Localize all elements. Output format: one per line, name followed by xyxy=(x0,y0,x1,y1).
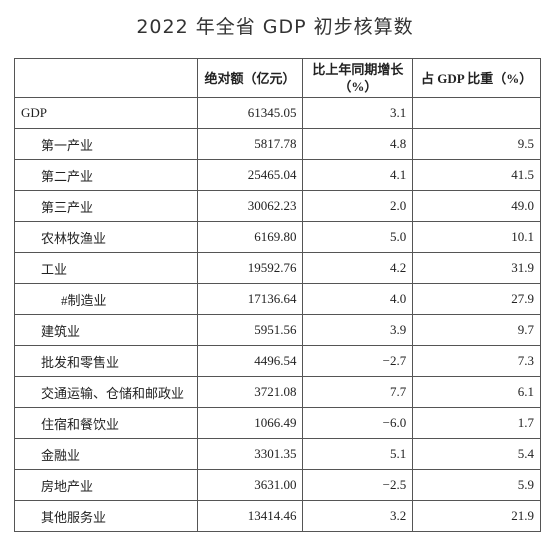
table-row: 金融业 3301.35 5.1 5.4 xyxy=(14,438,541,470)
cell: 4496.54 xyxy=(196,345,304,377)
cell: 4.8 xyxy=(302,128,414,160)
row-label: 房地产业 xyxy=(14,469,198,501)
row-label: 其他服务业 xyxy=(14,500,198,532)
cell: 6169.80 xyxy=(196,221,304,253)
cell: 3301.35 xyxy=(196,438,304,470)
row-label: 第二产业 xyxy=(14,159,198,191)
cell: 5951.56 xyxy=(196,314,304,346)
cell: 31.9 xyxy=(412,252,541,284)
cell: 7.3 xyxy=(412,345,541,377)
table-row: 批发和零售业 4496.54 −2.7 7.3 xyxy=(14,345,541,377)
cell: 1.7 xyxy=(412,407,541,439)
table-row: GDP 61345.05 3.1 xyxy=(14,97,541,129)
cell: 4.2 xyxy=(302,252,414,284)
cell: 19592.76 xyxy=(196,252,304,284)
row-label: 工业 xyxy=(14,252,198,284)
row-label: 第一产业 xyxy=(14,128,198,160)
header-text: 绝对额（亿元） xyxy=(204,70,296,86)
cell: 3721.08 xyxy=(196,376,304,408)
cell: 4.1 xyxy=(302,159,414,191)
row-label: 交通运输、仓储和邮政业 xyxy=(14,376,198,408)
table-body: GDP 61345.05 3.1 第一产业 5817.78 4.8 9.5 第二产业 25465… xyxy=(14,97,541,532)
cell: 49.0 xyxy=(412,190,541,222)
header-text: （%） xyxy=(338,79,378,94)
cell: −6.0 xyxy=(302,407,414,439)
cell: 1066.49 xyxy=(196,407,304,439)
table-row: 第三产业 30062.23 2.0 49.0 xyxy=(14,190,541,222)
cell: 2.0 xyxy=(302,190,414,222)
cell: 5.9 xyxy=(412,469,541,501)
table-row: 交通运输、仓储和邮政业 3721.08 7.7 6.1 xyxy=(14,376,541,408)
table-row: 工业 19592.76 4.2 31.9 xyxy=(14,252,541,284)
table-row: 第一产业 5817.78 4.8 9.5 xyxy=(14,128,541,160)
cell: 5.4 xyxy=(412,438,541,470)
header-row: 绝对额（亿元） 比上年同期增长 （%） 占 GDP 比重（%） xyxy=(14,58,541,98)
cell: 3.2 xyxy=(302,500,414,532)
cell: 7.7 xyxy=(302,376,414,408)
cell: 41.5 xyxy=(412,159,541,191)
cell: 27.9 xyxy=(412,283,541,315)
row-label: 农林牧渔业 xyxy=(14,221,198,253)
cell: −2.5 xyxy=(302,469,414,501)
cell: 3631.00 xyxy=(196,469,304,501)
cell: 10.1 xyxy=(412,221,541,253)
table-row: 房地产业 3631.00 −2.5 5.9 xyxy=(14,469,541,501)
header-text: 比上年同期增长 xyxy=(312,62,404,77)
row-label: 第三产业 xyxy=(14,190,198,222)
table-row: 建筑业 5951.56 3.9 9.7 xyxy=(14,314,541,346)
cell: 3.9 xyxy=(302,314,414,346)
cell: 3.1 xyxy=(302,97,414,129)
cell: 5817.78 xyxy=(196,128,304,160)
cell: 4.0 xyxy=(302,283,414,315)
cell: 5.1 xyxy=(302,438,414,470)
title: 2022 年全省 GDP 初步核算数 xyxy=(136,16,414,38)
cell: 25465.04 xyxy=(196,159,304,191)
row-label: 批发和零售业 xyxy=(14,345,198,377)
table-row: #制造业 17136.64 4.0 27.9 xyxy=(14,283,541,315)
header-cell xyxy=(14,58,198,98)
table-row: 农林牧渔业 6169.80 5.0 10.1 xyxy=(14,221,541,253)
cell: 5.0 xyxy=(302,221,414,253)
cell: −2.7 xyxy=(302,345,414,377)
row-label: 金融业 xyxy=(14,438,198,470)
row-label: 住宿和餐饮业 xyxy=(14,407,198,439)
cell: 61345.05 xyxy=(196,97,304,129)
row-label: #制造业 xyxy=(14,283,198,315)
cell xyxy=(412,97,541,129)
header-cell: 占 GDP 比重（%） xyxy=(412,58,541,98)
table-row: 第二产业 25465.04 4.1 41.5 xyxy=(14,159,541,191)
row-label: GDP xyxy=(14,97,198,129)
cell: 9.5 xyxy=(412,128,541,160)
cell: 13414.46 xyxy=(196,500,304,532)
table: 绝对额（亿元） 比上年同期增长 （%） 占 GDP 比重（%） GDP 61345.05… xyxy=(14,58,541,532)
cell: 17136.64 xyxy=(196,283,304,315)
cell: 9.7 xyxy=(412,314,541,346)
cell: 6.1 xyxy=(412,376,541,408)
table-row: 其他服务业 13414.46 3.2 21.9 xyxy=(14,500,541,532)
table-row: 住宿和餐饮业 1066.49 −6.0 1.7 xyxy=(14,407,541,439)
row-label: 建筑业 xyxy=(14,314,198,346)
header-cell: 比上年同期增长 （%） xyxy=(302,58,414,98)
cell: 30062.23 xyxy=(196,190,304,222)
header-cell: 绝对额（亿元） xyxy=(196,58,304,98)
cell: 21.9 xyxy=(412,500,541,532)
header-text: 占 GDP 比重（%） xyxy=(421,70,533,86)
